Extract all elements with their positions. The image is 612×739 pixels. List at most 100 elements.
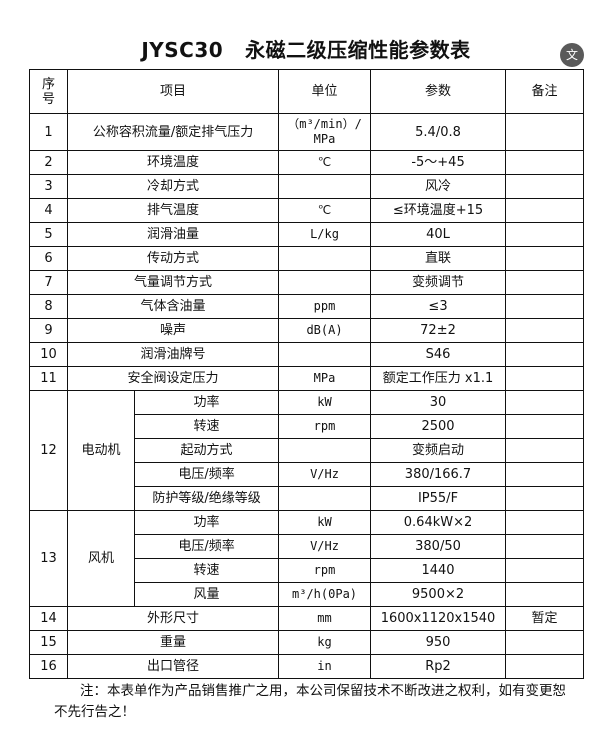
sub-unit: rpm: [278, 414, 372, 439]
row-unit: ppm: [278, 294, 372, 319]
row-note: [505, 342, 585, 367]
row-note: [505, 246, 585, 271]
row-unit: [278, 174, 372, 199]
row-item: 安全阀设定压力: [66, 366, 280, 391]
row-unit: （m³/min）/ MPa: [278, 113, 372, 151]
row-note: [505, 222, 585, 247]
row-param: 5.4/0.8: [370, 113, 507, 151]
row-note: [505, 150, 585, 175]
table-row: 4 排气温度 ℃ ≤环境温度+15: [29, 198, 585, 223]
row-item: 气体含油量: [66, 294, 280, 319]
row-unit: mm: [278, 606, 372, 631]
table-row: 2 环境温度 ℃ -5～+45: [29, 150, 585, 175]
row-item: 传动方式: [66, 246, 280, 271]
sub-param: 30: [370, 390, 507, 415]
row-no: 1: [29, 113, 68, 151]
sub-unit: kW: [278, 390, 372, 415]
row-param: 950: [370, 630, 507, 655]
sub-param: 变频启动: [370, 438, 507, 463]
title-text: 永磁二级压缩性能参数表: [245, 38, 471, 62]
row-item: 气量调节方式: [66, 270, 280, 295]
row-param: ≤3: [370, 294, 507, 319]
table-row: 转速 rpm 2500: [30, 414, 585, 439]
row-no: 4: [29, 198, 68, 223]
sub-unit: [278, 486, 372, 511]
row-item: 环境温度: [66, 150, 280, 175]
row-note: [505, 630, 585, 655]
table-row: 1 公称容积流量/额定排气压力 （m³/min）/ MPa 5.4/0.8: [29, 113, 585, 151]
table-row: 防护等级/绝缘等级 IP55/F: [30, 486, 585, 511]
sub-unit: V/Hz: [278, 534, 372, 559]
row-item: 出口管径: [66, 654, 280, 679]
row-unit: ℃: [278, 198, 372, 223]
table-row: 转速 rpm 1440: [30, 558, 585, 583]
row-no: 2: [29, 150, 68, 175]
sub-note: [505, 582, 585, 607]
group-item: 电动机: [67, 390, 135, 511]
table-row: 10 润滑油牌号 S46: [29, 342, 585, 367]
row-no: 15: [29, 630, 68, 655]
row-unit: ℃: [278, 150, 372, 175]
row-param: 风冷: [370, 174, 507, 199]
row-item: 冷却方式: [66, 174, 280, 199]
row-no: 5: [29, 222, 68, 247]
row-unit: in: [278, 654, 372, 679]
table-row: 11 安全阀设定压力 MPa 额定工作压力 x1.1: [29, 366, 585, 391]
row-unit: MPa: [278, 366, 372, 391]
row-no: 9: [29, 318, 68, 343]
row-unit: [278, 270, 372, 295]
sub-param: 2500: [370, 414, 507, 439]
header-note: 备注: [505, 69, 585, 114]
row-unit: kg: [278, 630, 372, 655]
row-item: 排气温度: [66, 198, 280, 223]
row-param: 直联: [370, 246, 507, 271]
sub-item: 功率: [133, 510, 280, 535]
sub-item: 风量: [133, 582, 280, 607]
table-row: 7 气量调节方式 变频调节: [29, 270, 585, 295]
row-no: 16: [29, 654, 68, 679]
sub-note: [505, 390, 585, 415]
table-row: 16 出口管径 in Rp2: [29, 654, 585, 679]
sub-param: 9500×2: [370, 582, 507, 607]
sub-item: 电压/频率: [133, 462, 280, 487]
parameter-table: 序 号 项目 单位 参数 备注 1 公称容积流量/额定排气压力 （m³/min）/ …: [29, 69, 585, 679]
row-no: 14: [29, 606, 68, 631]
table-row: 3 冷却方式 风冷: [29, 174, 585, 199]
sub-note: [505, 462, 585, 487]
table-row: 15 重量 kg 950: [29, 630, 585, 655]
row-item: 润滑油量: [66, 222, 280, 247]
sub-param: 380/166.7: [370, 462, 507, 487]
translate-icon[interactable]: 文: [560, 43, 584, 67]
table-row: 14 外形尺寸 mm 1600x1120x1540 暂定: [29, 606, 585, 631]
row-param: -5～+45: [370, 150, 507, 175]
row-note: 暂定: [505, 606, 585, 631]
sub-item: 转速: [133, 558, 280, 583]
row-note: [505, 654, 585, 679]
row-unit: [278, 342, 372, 367]
table-header-row: 序 号 项目 单位 参数 备注: [29, 69, 585, 114]
page-title: JYSC30 永磁二级压缩性能参数表: [0, 34, 612, 63]
sub-note: [505, 486, 585, 511]
sub-item: 电压/频率: [133, 534, 280, 559]
row-note: [505, 270, 585, 295]
model-code: JYSC30: [141, 38, 224, 62]
row-note: [505, 198, 585, 223]
row-no: 10: [29, 342, 68, 367]
header-item: 项目: [66, 69, 280, 114]
row-no: 8: [29, 294, 68, 319]
row-param: Rp2: [370, 654, 507, 679]
sub-note: [505, 558, 585, 583]
row-item: 噪声: [66, 318, 280, 343]
sub-unit: [278, 438, 372, 463]
row-param: 40L: [370, 222, 507, 247]
table-row: 8 气体含油量 ppm ≤3: [29, 294, 585, 319]
row-item: 外形尺寸: [66, 606, 280, 631]
sub-item: 功率: [133, 390, 280, 415]
sub-param: 0.64kW×2: [370, 510, 507, 535]
row-note: [505, 366, 585, 391]
header-unit: 单位: [278, 69, 372, 114]
table-row: 起动方式 变频启动: [30, 438, 585, 463]
footnote: 注：本表单作为产品销售推广之用，本公司保留技术不断改进之权利，如有变更恕不先行告…: [54, 683, 566, 720]
row-unit: L/kg: [278, 222, 372, 247]
sub-unit: rpm: [278, 558, 372, 583]
